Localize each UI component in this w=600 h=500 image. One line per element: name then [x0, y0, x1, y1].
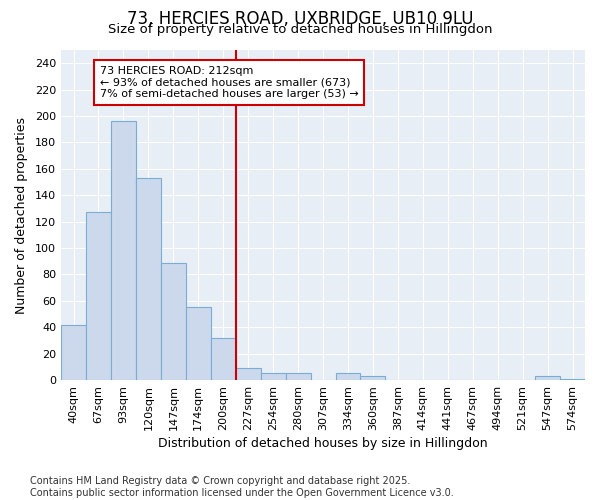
- Bar: [186, 308, 211, 380]
- Bar: [161, 262, 186, 380]
- Y-axis label: Number of detached properties: Number of detached properties: [15, 116, 28, 314]
- Bar: [535, 376, 560, 380]
- Bar: [286, 374, 311, 380]
- Text: Size of property relative to detached houses in Hillingdon: Size of property relative to detached ho…: [108, 22, 492, 36]
- Bar: [111, 122, 136, 380]
- Bar: [236, 368, 260, 380]
- Bar: [361, 376, 385, 380]
- Bar: [335, 374, 361, 380]
- X-axis label: Distribution of detached houses by size in Hillingdon: Distribution of detached houses by size …: [158, 437, 488, 450]
- Text: 73 HERCIES ROAD: 212sqm
← 93% of detached houses are smaller (673)
7% of semi-de: 73 HERCIES ROAD: 212sqm ← 93% of detache…: [100, 66, 358, 99]
- Text: 73, HERCIES ROAD, UXBRIDGE, UB10 9LU: 73, HERCIES ROAD, UXBRIDGE, UB10 9LU: [127, 10, 473, 28]
- Bar: [136, 178, 161, 380]
- Bar: [86, 212, 111, 380]
- Text: Contains HM Land Registry data © Crown copyright and database right 2025.
Contai: Contains HM Land Registry data © Crown c…: [30, 476, 454, 498]
- Bar: [560, 378, 585, 380]
- Bar: [260, 374, 286, 380]
- Bar: [211, 338, 236, 380]
- Bar: [61, 324, 86, 380]
